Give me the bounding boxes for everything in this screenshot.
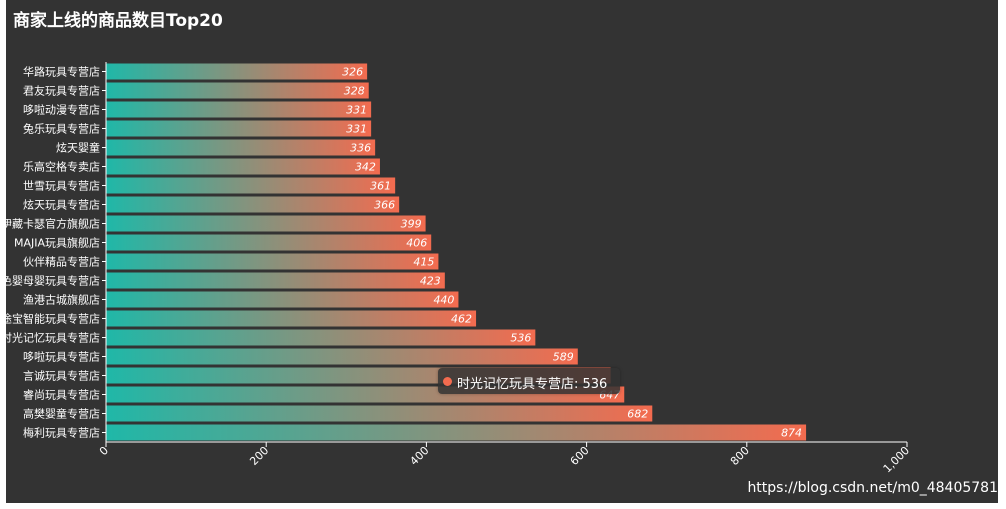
value-label: 342 <box>355 161 376 174</box>
bar[interactable] <box>106 329 536 346</box>
value-label: 440 <box>433 294 454 307</box>
bar[interactable] <box>106 291 459 308</box>
watermark-url: https://blog.csdn.net/m0_48405781 <box>747 480 998 496</box>
bar[interactable] <box>106 139 376 156</box>
bar[interactable] <box>106 424 807 441</box>
tooltip: 时光记忆玩具专营店: 536 <box>438 368 620 394</box>
value-label: 399 <box>401 218 422 231</box>
tooltip-text: 时光记忆玩具专营店: 536 <box>457 377 608 392</box>
category-label: 炫天婴童 <box>56 141 100 155</box>
category-label: 伙伴精品专营店 <box>23 255 100 269</box>
x-tick-label: 1,000 <box>881 444 912 475</box>
category-label: 乐高空格专卖店 <box>23 160 100 174</box>
x-tick-label: 600 <box>568 444 592 468</box>
value-label: 874 <box>781 427 802 440</box>
bar[interactable] <box>106 310 477 327</box>
value-label: 423 <box>420 275 441 288</box>
value-labels: 8746826475895364624404234154063993663613… <box>342 66 802 440</box>
category-label: 炫天玩具专营店 <box>23 198 100 212</box>
tooltip-marker-icon <box>443 377 452 386</box>
bar[interactable] <box>106 101 372 118</box>
value-label: 406 <box>406 237 427 250</box>
category-label: 华路玩具专营店 <box>23 65 100 79</box>
bar[interactable] <box>106 253 439 270</box>
x-tick-label: 800 <box>728 444 752 468</box>
value-label: 361 <box>370 180 391 193</box>
value-label: 415 <box>413 256 434 269</box>
value-label: 336 <box>350 142 371 155</box>
value-label: 366 <box>374 199 395 212</box>
value-label: 682 <box>627 408 648 421</box>
category-label: 梅利玩具专营店 <box>23 426 100 440</box>
category-label: 世雪玩具专营店 <box>23 179 100 193</box>
category-label: 哆啦玩具专营店 <box>23 350 100 364</box>
bar[interactable] <box>106 272 445 289</box>
bar[interactable] <box>106 63 368 80</box>
category-label: 哆啦动漫专营店 <box>23 103 100 117</box>
bar[interactable] <box>106 234 432 251</box>
x-tick-label: 400 <box>407 444 431 468</box>
value-label: 536 <box>510 332 531 345</box>
chart-title: 商家上线的商品数目Top20 <box>13 11 223 31</box>
category-label: 言诚玩具专营店 <box>23 369 100 383</box>
category-label: 绿色婴母婴玩具专营店 <box>0 274 100 288</box>
value-label: 328 <box>344 85 365 98</box>
x-tick-label: 0 <box>97 444 111 458</box>
category-label: MAJIA玩具旗舰店 <box>14 236 100 250</box>
value-label: 589 <box>553 351 574 364</box>
bar[interactable] <box>106 82 369 99</box>
bar[interactable] <box>106 196 400 213</box>
category-label: 伊藏卡瑟官方旗舰店 <box>1 217 100 231</box>
value-label: 331 <box>346 104 367 117</box>
category-label: 时光记忆玩具专营店 <box>1 331 100 345</box>
bar[interactable] <box>106 215 426 232</box>
x-tick-label: 200 <box>247 444 271 468</box>
category-label: 睿尚玩具专营店 <box>23 388 100 402</box>
category-label: 途宝智能玩具专营店 <box>1 312 100 326</box>
category-label: 渔港古城旗舰店 <box>23 293 100 307</box>
bar[interactable] <box>106 348 578 365</box>
value-label: 462 <box>451 313 472 326</box>
bar[interactable] <box>106 158 380 175</box>
bar[interactable] <box>106 177 396 194</box>
bar[interactable] <box>106 405 653 422</box>
bar[interactable] <box>106 120 372 137</box>
category-label: 兔乐玩具专营店 <box>23 122 100 136</box>
value-label: 326 <box>342 66 363 79</box>
value-label: 331 <box>346 123 367 136</box>
category-label: 君友玩具专营店 <box>23 84 100 98</box>
category-label: 高樊婴童专营店 <box>23 407 100 421</box>
